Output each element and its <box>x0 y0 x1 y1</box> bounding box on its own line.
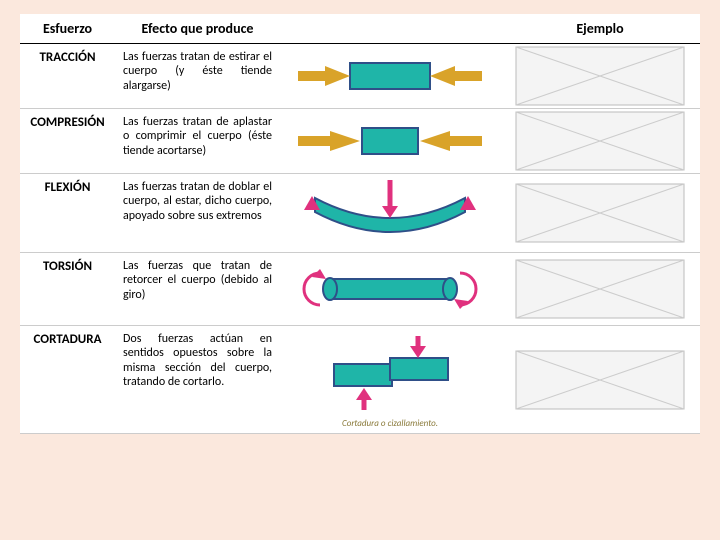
effort-diagram: Cortadura o cizallamiento. <box>280 326 500 434</box>
header-effort: Esfuerzo <box>20 14 115 44</box>
table-row: TORSIÓNLas fuerzas que tratan de retorce… <box>20 253 700 326</box>
effort-example <box>500 253 700 326</box>
table-row: COMPRESIÓNLas fuerzas tratan de aplastar… <box>20 109 700 174</box>
forces-table: Esfuerzo Efecto que produce Ejemplo TRAC… <box>20 14 700 434</box>
effort-name: TORSIÓN <box>20 253 115 326</box>
header-example: Ejemplo <box>500 14 700 44</box>
effort-name: COMPRESIÓN <box>20 109 115 174</box>
header-effect: Efecto que produce <box>115 14 280 44</box>
diagram-caption: Cortadura o cizallamiento. <box>284 418 496 429</box>
effort-description: Las fuerzas tratan de estirar el cuerpo … <box>115 44 280 109</box>
table-row: CORTADURADos fuerzas actúan en sentidos … <box>20 326 700 434</box>
header-diagram <box>280 14 500 44</box>
effort-name: TRACCIÓN <box>20 44 115 109</box>
effort-name: FLEXIÓN <box>20 174 115 253</box>
effort-diagram <box>280 253 500 326</box>
effort-diagram <box>280 109 500 174</box>
effort-description: Dos fuerzas actúan en sentidos opuestos … <box>115 326 280 434</box>
effort-example <box>500 44 700 109</box>
effort-diagram <box>280 174 500 253</box>
effort-diagram <box>280 44 500 109</box>
effort-example <box>500 326 700 434</box>
table-row: TRACCIÓNLas fuerzas tratan de estirar el… <box>20 44 700 109</box>
effort-example <box>500 174 700 253</box>
table-row: FLEXIÓNLas fuerzas tratan de doblar el c… <box>20 174 700 253</box>
effort-description: Las fuerzas que tratan de retorcer el cu… <box>115 253 280 326</box>
effort-name: CORTADURA <box>20 326 115 434</box>
effort-description: Las fuerzas tratan de aplastar o comprim… <box>115 109 280 174</box>
effort-example <box>500 109 700 174</box>
effort-description: Las fuerzas tratan de doblar el cuerpo, … <box>115 174 280 253</box>
